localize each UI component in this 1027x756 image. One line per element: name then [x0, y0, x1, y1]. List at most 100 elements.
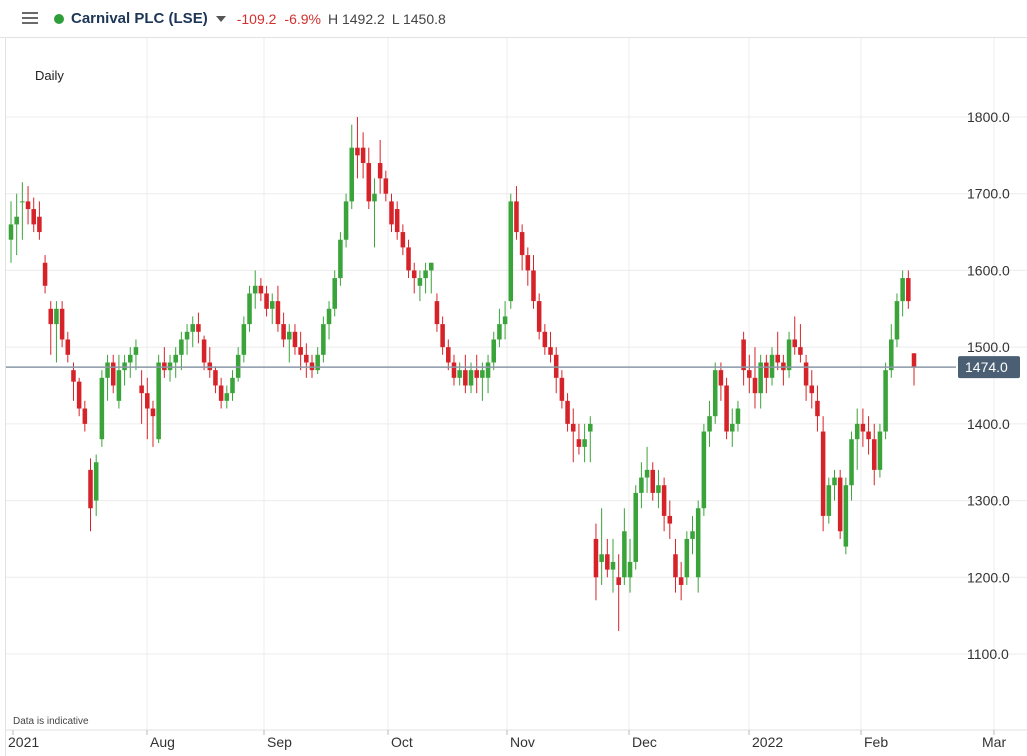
candle [565, 393, 570, 432]
y-tick-label: 1800.0 [967, 109, 1010, 125]
candle [803, 354, 809, 401]
candle-body [383, 178, 389, 194]
candle [508, 193, 514, 309]
candle-body [491, 339, 497, 363]
candle-body [588, 423, 593, 432]
candle [213, 366, 218, 394]
candle [769, 347, 775, 386]
candle [559, 370, 565, 409]
candle [315, 347, 320, 374]
price-change: -109.2 [236, 10, 277, 27]
candle-body [258, 285, 264, 294]
candle-body [315, 354, 320, 371]
candle-body [576, 439, 582, 447]
candle-body [292, 331, 298, 348]
candle [230, 370, 235, 401]
candle [775, 331, 780, 371]
candle [88, 458, 93, 532]
candle [656, 469, 661, 509]
period-label: Daily [35, 68, 64, 83]
candle [633, 485, 638, 570]
candle [605, 538, 610, 578]
candle [684, 531, 690, 585]
candle-body [122, 362, 127, 371]
x-tick-label: Sep [267, 734, 292, 750]
candle-body [712, 370, 718, 417]
candle-body [536, 301, 542, 332]
candle [423, 262, 428, 294]
candle-body [911, 353, 917, 368]
candle [235, 347, 241, 382]
instrument-name[interactable]: Carnival PLC (LSE) [71, 10, 208, 27]
candle [889, 324, 894, 378]
candle-body [894, 301, 900, 340]
x-tick-label: 2021 [8, 734, 39, 750]
candle-body [752, 377, 758, 394]
candle [93, 454, 99, 516]
candle-body [167, 362, 173, 371]
chevron-down-icon[interactable] [215, 15, 226, 22]
candle-body [883, 370, 888, 432]
candle [718, 362, 724, 401]
candle-body [190, 324, 196, 332]
candle [65, 331, 71, 363]
chart-area[interactable]: 1800.0 1700.0 1600.0 1500.0 1400.0 1300.0 1200… [5, 38, 1027, 756]
candles [8, 117, 917, 631]
candle-body [820, 431, 826, 516]
candle [54, 301, 59, 363]
candle-body [798, 347, 803, 355]
hamburger-menu-icon[interactable] [22, 11, 40, 26]
candle [883, 362, 888, 440]
candle [485, 354, 491, 394]
last-price-label: 1474.0 [965, 359, 1008, 375]
y-tick-label: 1500.0 [967, 339, 1010, 355]
candle [139, 370, 144, 424]
candle-body [843, 485, 849, 547]
candle [417, 270, 423, 302]
candle [667, 500, 673, 539]
candle [650, 462, 656, 501]
candle-body [321, 324, 326, 355]
candle [707, 400, 712, 447]
candle-body [423, 270, 428, 279]
candle [701, 423, 707, 516]
candle-body [139, 385, 144, 394]
y-axis: 1800.0 1700.0 1600.0 1500.0 1400.0 1300.0 1200… [967, 109, 1010, 662]
candle-body [678, 577, 684, 585]
candle-body [343, 201, 349, 240]
candle [576, 423, 582, 455]
candle-body [275, 301, 281, 325]
candle-body [854, 423, 860, 440]
candle [900, 270, 905, 317]
candle-body [309, 362, 315, 371]
candle-body [59, 308, 65, 340]
candle-body [105, 362, 110, 378]
day-high: H 1492.2 [327, 10, 385, 27]
candle [156, 354, 161, 444]
candle [480, 362, 485, 401]
candle [832, 469, 837, 501]
candle [752, 347, 758, 409]
candle-body [48, 308, 54, 325]
candle-body [196, 324, 201, 332]
candle [451, 354, 457, 386]
candle [871, 423, 877, 486]
price-chart[interactable]: 1800.0 1700.0 1600.0 1500.0 1400.0 1300.0 1200… [6, 38, 1027, 756]
candle [258, 278, 264, 302]
candle-body [31, 209, 36, 225]
candle [110, 354, 116, 394]
candle [866, 416, 871, 455]
candle-body [650, 469, 656, 493]
candle [434, 293, 440, 332]
candle-body [860, 423, 866, 432]
candle-body [792, 339, 798, 348]
candle [406, 239, 411, 279]
market-status-dot [54, 13, 64, 24]
candle [366, 147, 372, 210]
candle-body [627, 561, 633, 578]
candle [502, 301, 508, 340]
candle-body [593, 538, 599, 578]
candle-body [900, 278, 905, 302]
candle [190, 316, 196, 348]
candle [854, 408, 860, 470]
